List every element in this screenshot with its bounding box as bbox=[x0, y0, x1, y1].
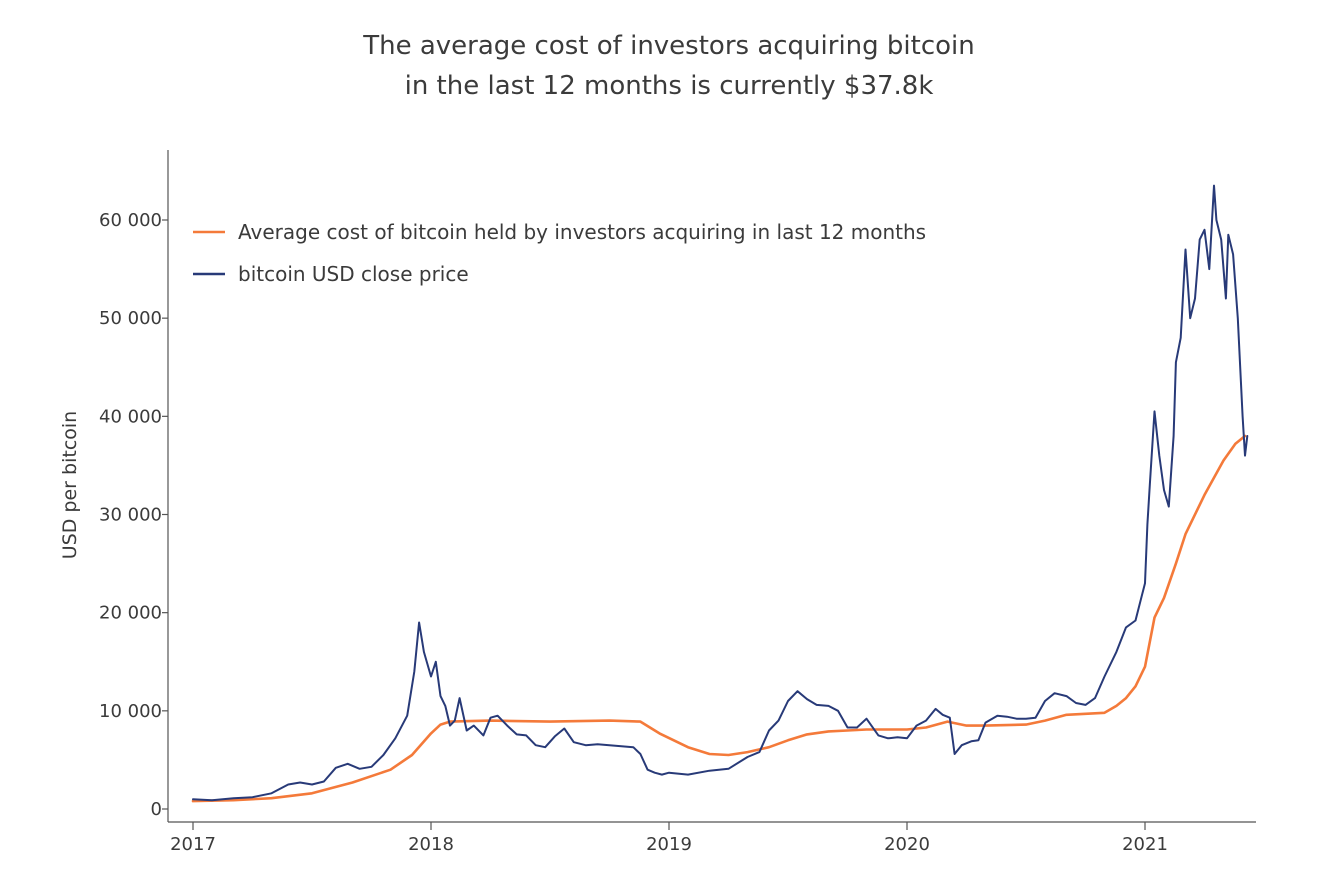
y-axis-label: USD per bitcoin bbox=[59, 411, 81, 559]
y-tick-label: 20 000 bbox=[99, 603, 162, 624]
y-tick-label: 50 000 bbox=[99, 308, 162, 329]
x-axis-ticks: 2017 2018 2019 2020 2021 bbox=[170, 822, 1168, 855]
chart-series bbox=[191, 184, 1249, 803]
y-tick-label: 60 000 bbox=[99, 210, 162, 231]
series-line-average-cost bbox=[191, 434, 1247, 803]
y-tick-label: 30 000 bbox=[99, 505, 162, 526]
chart-title-line-2: in the last 12 months is currently $37.8… bbox=[404, 71, 934, 101]
chart-title-line-1: The average cost of investors acquiring … bbox=[363, 31, 975, 61]
y-tick-label: 0 bbox=[151, 799, 162, 820]
chart-legend: Average cost of bitcoin held by investor… bbox=[193, 220, 926, 286]
chart-title: The average cost of investors acquiring … bbox=[0, 26, 1338, 106]
x-tick-label: 2020 bbox=[884, 834, 930, 855]
legend-label: bitcoin USD close price bbox=[238, 262, 469, 286]
y-axis-ticks: 0 10 000 20 000 30 000 40 000 50 000 60 000 bbox=[99, 210, 168, 820]
series-line-close-price bbox=[192, 184, 1249, 802]
y-tick-label: 10 000 bbox=[99, 701, 162, 722]
y-tick-label: 40 000 bbox=[99, 406, 162, 427]
chart-axes bbox=[167, 150, 1256, 823]
x-tick-label: 2019 bbox=[646, 834, 692, 855]
x-tick-label: 2018 bbox=[408, 834, 454, 855]
legend-label: Average cost of bitcoin held by investor… bbox=[238, 220, 926, 244]
x-tick-label: 2017 bbox=[170, 834, 216, 855]
x-tick-label: 2021 bbox=[1122, 834, 1168, 855]
